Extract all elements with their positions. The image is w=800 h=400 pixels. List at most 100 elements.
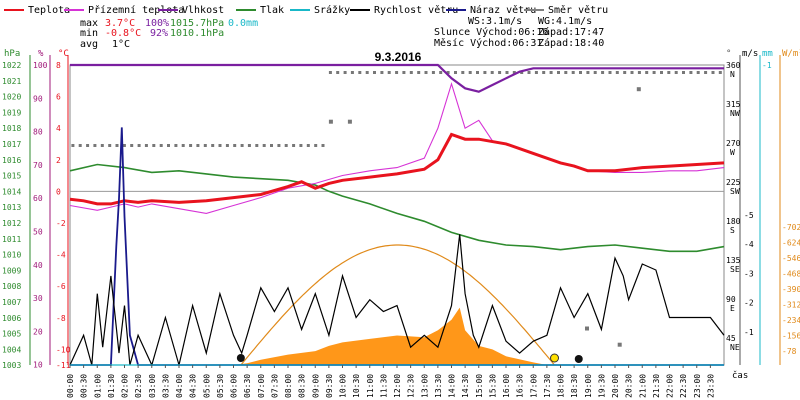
hpa-tick-label: 1017 (2, 140, 21, 149)
hpa-tick-label: 1012 (2, 219, 21, 228)
hpa-tick-label: 1013 (2, 203, 21, 212)
time-tick-label: 12:30 (407, 374, 416, 398)
wind-direction-point (108, 144, 112, 147)
stat-min-label: min (80, 28, 98, 39)
time-tick-label: 21:30 (652, 374, 661, 398)
dir-tick-label: W (730, 148, 735, 157)
wind-direction-point (189, 144, 193, 147)
time-tick-label: 11:30 (379, 374, 388, 398)
chart-title: 9.3.2016 (375, 50, 422, 64)
wind-direction-point (682, 71, 685, 74)
wind-direction-point (262, 144, 266, 147)
wind-direction-point (144, 144, 148, 147)
dir-tick-label: 315 (726, 100, 741, 109)
plot-area (69, 63, 725, 367)
dir-tick-label: NE (730, 343, 740, 352)
time-tick-label: 10:30 (352, 374, 361, 398)
wind-direction-point (78, 144, 82, 147)
wind-direction-point (299, 144, 303, 147)
degc-tick-label: -4 (56, 251, 66, 260)
pct-tick-label: 100 (33, 61, 48, 70)
wind-direction-point (617, 342, 622, 347)
hpa-tick-label: 1019 (2, 108, 21, 117)
pressure-line (69, 163, 725, 253)
hpa-tick-label: 1007 (2, 298, 21, 307)
wind-direction-point (520, 71, 524, 74)
axis-title: W/m² (782, 49, 800, 59)
hpa-tick-label: 1006 (2, 314, 21, 323)
wind-direction-point (203, 144, 207, 147)
wm2-tick-label: -624 (782, 239, 800, 248)
wind-direction-point (181, 144, 185, 147)
ms-tick-label: -1 (744, 328, 754, 337)
wind-direction-point (446, 71, 450, 74)
sunrise-marker (236, 354, 245, 362)
ms-tick-label: -3 (744, 269, 754, 278)
stat-sun-set: Západ:17:47 (538, 26, 604, 38)
time-tick-label: 20:00 (611, 374, 620, 398)
legend-label: Přízemní teplota (88, 4, 184, 16)
wind-direction-point (247, 144, 251, 147)
hpa-tick-label: 1003 (2, 361, 21, 370)
wind-direction-point (409, 71, 413, 74)
dir-tick-label: N (730, 70, 735, 79)
wm2-tick-label: -312 (782, 301, 800, 310)
degc-tick-label: -10 (56, 345, 71, 354)
time-tick-label: 13:00 (420, 374, 429, 398)
wm2-tick-label: -468 (782, 270, 800, 279)
degc-tick-label: 8 (56, 61, 61, 70)
degc-tick-label: 0 (56, 187, 61, 196)
legend-label: Srážky (314, 4, 350, 16)
axis-title: °C (58, 49, 69, 59)
wind-direction-point (152, 144, 156, 147)
dir-tick-label: NW (730, 109, 740, 118)
wind-direction-point (240, 144, 244, 147)
axis-title: % (38, 49, 44, 59)
degc-tick-label: 6 (56, 93, 61, 102)
wind-direction-point (689, 71, 693, 74)
pct-tick-label: 20 (33, 327, 43, 336)
wind-direction-point (306, 144, 310, 147)
wind-direction-point (476, 71, 479, 74)
hpa-tick-label: 1016 (2, 156, 21, 165)
wind-direction-point (277, 144, 281, 147)
dir-tick-label: S (730, 226, 735, 235)
wind-direction-point (100, 144, 104, 147)
stat-max-press: 1015.7hPa (170, 18, 224, 29)
degc-tick-label: 2 (56, 156, 61, 165)
hpa-tick-label: 1020 (2, 93, 21, 102)
time-tick-label: 14:00 (448, 374, 457, 398)
x-axis-title: čas (732, 370, 748, 381)
wind-direction-point (336, 71, 340, 74)
hpa-tick-label: 1005 (2, 330, 21, 339)
hpa-tick-label: 1011 (2, 235, 21, 244)
wind-direction-point (557, 71, 560, 74)
dir-tick-label: SE (730, 265, 740, 274)
wind-direction-point (571, 71, 575, 74)
stat-wg: WG:4.1m/s (538, 16, 592, 27)
ms-tick-label: -4 (744, 240, 754, 249)
stats-block: max 3.7°C 100% 1015.7hPa 0.0mm min -0.8°… (80, 16, 604, 50)
wind-direction-point (115, 144, 119, 147)
ms-tick-label: -2 (744, 299, 754, 308)
dir-tick-label: 180 (726, 217, 741, 226)
mm-tick-label: -1 (762, 61, 772, 70)
wind-direction-point (373, 71, 376, 74)
wind-speed-line (69, 234, 725, 367)
pct-tick-label: 30 (33, 294, 43, 303)
wind-direction-point (660, 71, 663, 74)
wind-direction-point (454, 71, 457, 74)
wind-direction-point (328, 119, 333, 124)
solar-area (233, 307, 547, 365)
wind-direction-point (483, 71, 487, 74)
stat-min-temp: -0.8°C (105, 28, 141, 39)
time-tick-label: 19:30 (597, 374, 606, 398)
wind-direction-point (424, 71, 428, 74)
wind-direction-point (225, 144, 229, 147)
wind-direction-point (387, 71, 391, 74)
wind-direction-point (593, 71, 597, 74)
hpa-tick-label: 1014 (2, 187, 21, 196)
